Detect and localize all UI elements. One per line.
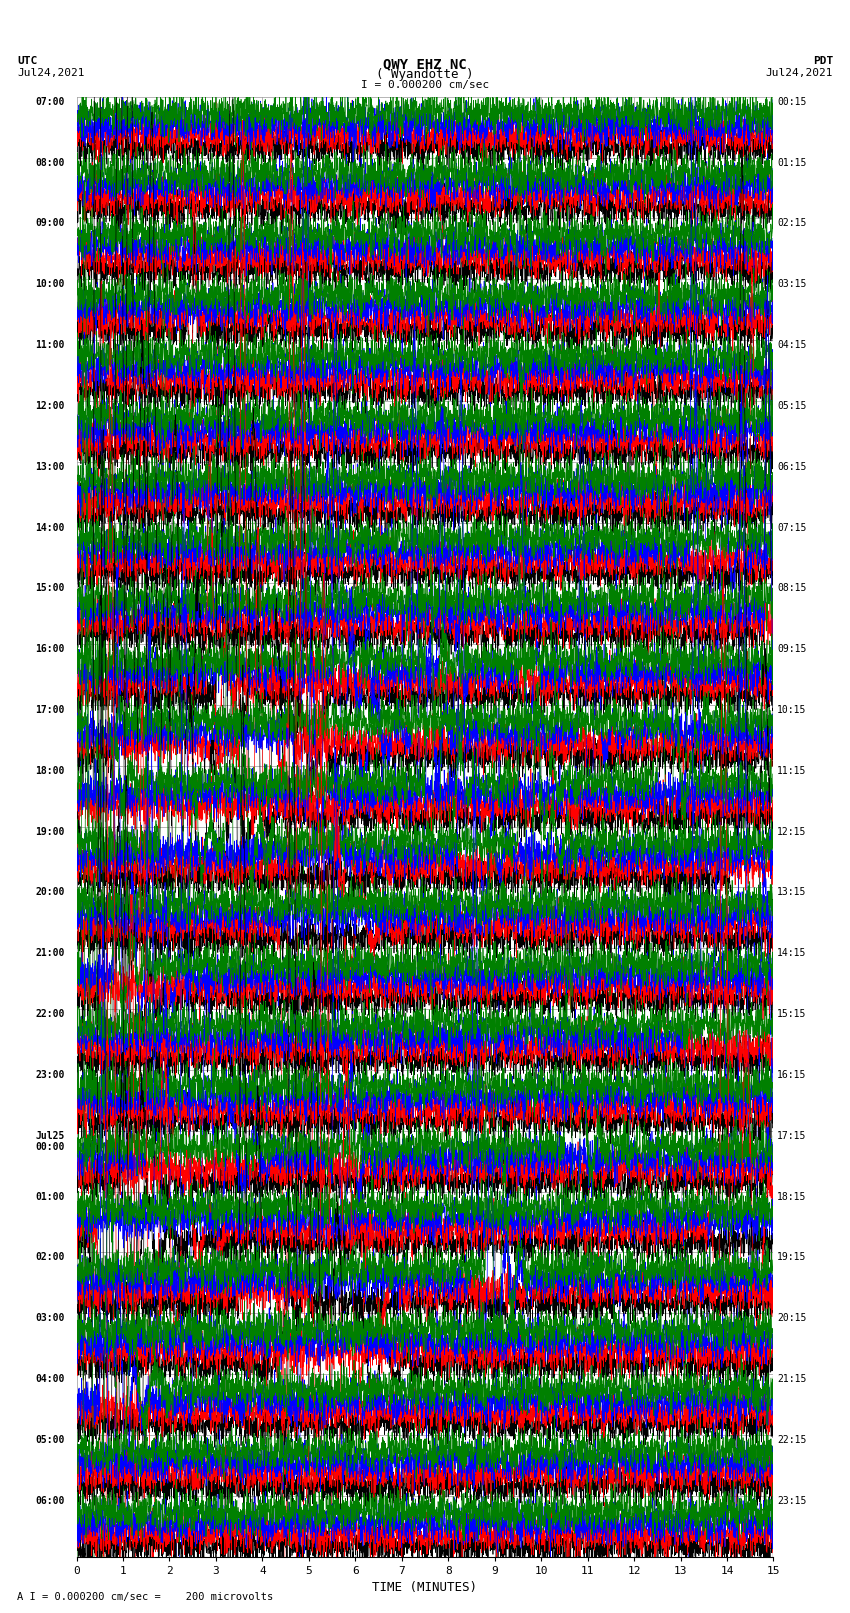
Text: 10:00: 10:00: [36, 279, 65, 289]
Text: 04:15: 04:15: [777, 340, 807, 350]
Text: 21:15: 21:15: [777, 1374, 807, 1384]
Text: 01:15: 01:15: [777, 158, 807, 168]
Text: 07:15: 07:15: [777, 523, 807, 532]
Text: 03:15: 03:15: [777, 279, 807, 289]
Text: 09:00: 09:00: [36, 218, 65, 229]
Text: 22:15: 22:15: [777, 1436, 807, 1445]
Text: 12:00: 12:00: [36, 402, 65, 411]
Text: PDT: PDT: [813, 56, 833, 66]
Text: 21:00: 21:00: [36, 948, 65, 958]
Text: ( Wyandotte ): ( Wyandotte ): [377, 68, 473, 81]
Text: 17:00: 17:00: [36, 705, 65, 715]
Text: Jul24,2021: Jul24,2021: [17, 68, 84, 77]
Text: 16:15: 16:15: [777, 1069, 807, 1081]
Text: 11:15: 11:15: [777, 766, 807, 776]
Text: 05:15: 05:15: [777, 402, 807, 411]
Text: 22:00: 22:00: [36, 1010, 65, 1019]
Text: 12:15: 12:15: [777, 826, 807, 837]
Text: UTC: UTC: [17, 56, 37, 66]
Text: 20:15: 20:15: [777, 1313, 807, 1323]
Text: 06:15: 06:15: [777, 461, 807, 471]
Text: 01:00: 01:00: [36, 1192, 65, 1202]
Text: 19:00: 19:00: [36, 826, 65, 837]
Text: Jul24,2021: Jul24,2021: [766, 68, 833, 77]
Text: QWY EHZ NC: QWY EHZ NC: [383, 58, 467, 71]
Text: 07:00: 07:00: [36, 97, 65, 106]
Text: 11:00: 11:00: [36, 340, 65, 350]
Text: 15:00: 15:00: [36, 584, 65, 594]
Text: 04:00: 04:00: [36, 1374, 65, 1384]
Text: 14:15: 14:15: [777, 948, 807, 958]
Text: 18:00: 18:00: [36, 766, 65, 776]
X-axis label: TIME (MINUTES): TIME (MINUTES): [372, 1581, 478, 1594]
Text: 23:00: 23:00: [36, 1069, 65, 1081]
Text: Jul25
00:00: Jul25 00:00: [36, 1131, 65, 1152]
Text: 16:00: 16:00: [36, 644, 65, 655]
Text: 08:15: 08:15: [777, 584, 807, 594]
Text: 06:00: 06:00: [36, 1495, 65, 1505]
Text: 19:15: 19:15: [777, 1252, 807, 1263]
Text: 10:15: 10:15: [777, 705, 807, 715]
Text: 23:15: 23:15: [777, 1495, 807, 1505]
Text: 02:00: 02:00: [36, 1252, 65, 1263]
Text: 14:00: 14:00: [36, 523, 65, 532]
Text: 00:15: 00:15: [777, 97, 807, 106]
Text: A I = 0.000200 cm/sec =    200 microvolts: A I = 0.000200 cm/sec = 200 microvolts: [17, 1592, 273, 1602]
Text: 13:00: 13:00: [36, 461, 65, 471]
Text: 17:15: 17:15: [777, 1131, 807, 1140]
Text: 09:15: 09:15: [777, 644, 807, 655]
Text: 18:15: 18:15: [777, 1192, 807, 1202]
Text: 03:00: 03:00: [36, 1313, 65, 1323]
Text: 02:15: 02:15: [777, 218, 807, 229]
Text: 08:00: 08:00: [36, 158, 65, 168]
Text: 20:00: 20:00: [36, 887, 65, 897]
Text: 13:15: 13:15: [777, 887, 807, 897]
Text: I = 0.000200 cm/sec: I = 0.000200 cm/sec: [361, 81, 489, 90]
Text: 05:00: 05:00: [36, 1436, 65, 1445]
Text: 15:15: 15:15: [777, 1010, 807, 1019]
